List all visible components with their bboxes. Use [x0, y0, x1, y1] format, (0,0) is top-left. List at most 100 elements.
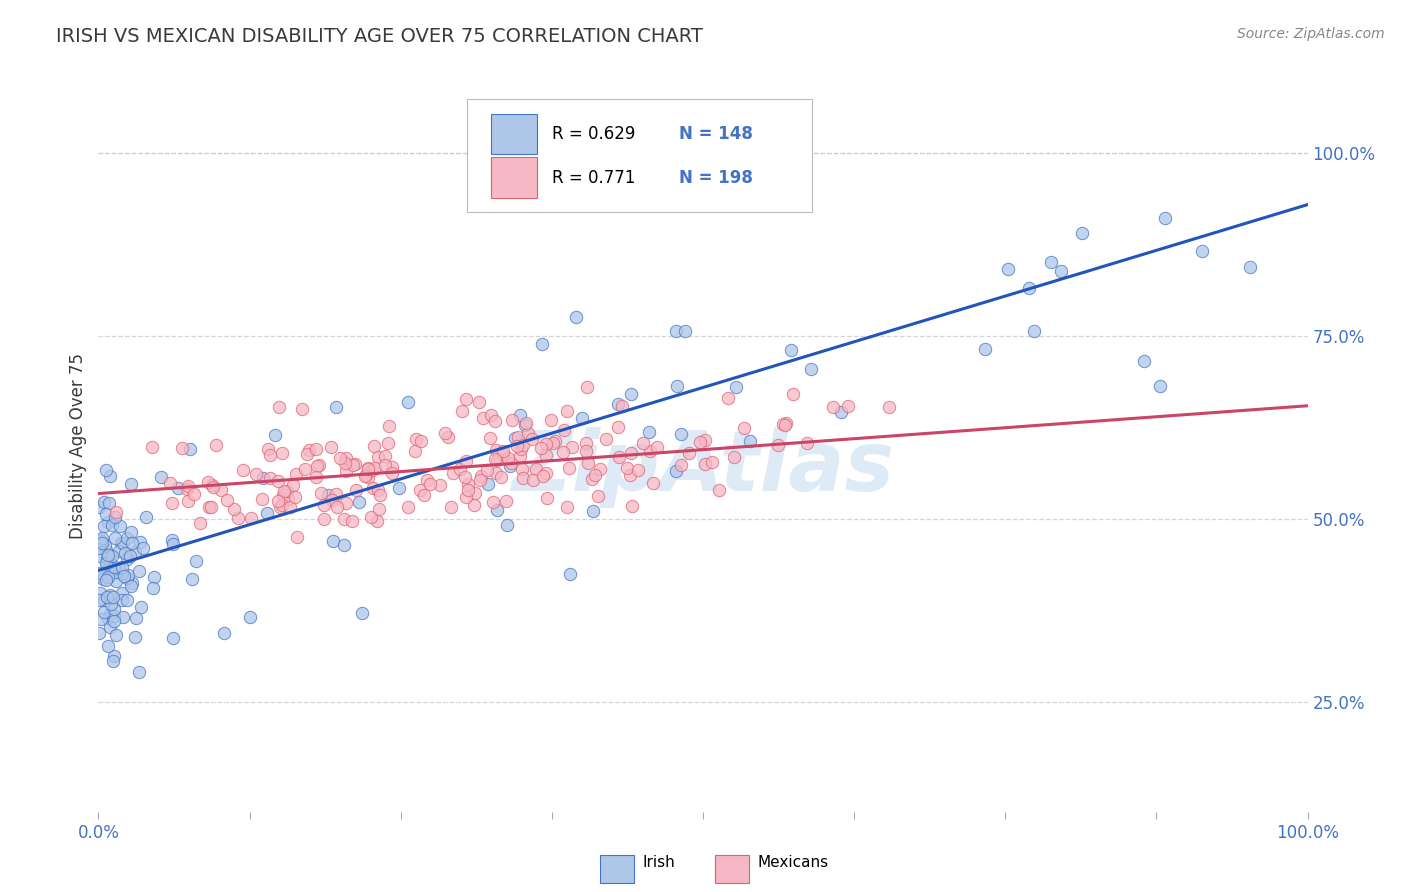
Point: [90, 534, 112, 549]
Point: [179, 442, 201, 457]
Point: [772, 417, 794, 432]
Point: [252, 471, 274, 485]
Point: [1154, 211, 1177, 226]
Point: [214, 626, 236, 640]
Point: [97, 569, 120, 583]
Y-axis label: Disability Age Over 75: Disability Age Over 75: [69, 353, 87, 539]
Point: [326, 500, 349, 515]
Point: [309, 486, 332, 500]
Point: [484, 414, 506, 428]
Point: [93, 605, 115, 619]
Point: [693, 434, 716, 448]
Point: [354, 469, 377, 483]
Point: [117, 552, 139, 566]
Point: [441, 466, 464, 480]
Point: [108, 560, 131, 574]
Point: [104, 628, 127, 642]
Point: [457, 483, 479, 497]
Point: [87, 500, 110, 514]
Point: [1040, 255, 1063, 269]
Point: [560, 566, 582, 581]
Point: [526, 461, 548, 475]
Point: [111, 592, 134, 607]
Point: [440, 500, 463, 514]
Point: [94, 574, 117, 588]
Point: [837, 399, 859, 413]
Point: [87, 569, 110, 583]
Point: [522, 473, 544, 487]
Point: [201, 477, 224, 491]
Point: [575, 435, 598, 450]
Point: [108, 543, 131, 558]
Point: [468, 395, 491, 409]
Point: [93, 518, 115, 533]
Point: [89, 549, 111, 564]
Point: [396, 500, 419, 514]
Point: [97, 611, 120, 625]
Point: [114, 546, 136, 560]
Point: [1071, 226, 1094, 240]
Point: [277, 492, 299, 507]
Point: [364, 461, 387, 475]
Point: [409, 434, 432, 449]
Point: [631, 436, 654, 450]
Point: [606, 420, 628, 434]
Point: [478, 431, 501, 445]
Point: [475, 463, 498, 477]
Point: [103, 609, 125, 624]
Point: [89, 586, 111, 600]
Point: [87, 593, 110, 607]
Point: [1018, 281, 1040, 295]
Point: [96, 551, 118, 566]
Point: [780, 343, 803, 357]
Point: [470, 473, 492, 487]
Point: [1191, 244, 1213, 259]
Point: [94, 463, 117, 477]
Point: [515, 417, 537, 431]
Point: [89, 533, 111, 547]
Point: [586, 489, 609, 503]
Point: [437, 430, 460, 444]
Point: [97, 559, 120, 574]
Point: [278, 500, 301, 515]
Point: [121, 536, 143, 550]
Point: [498, 450, 520, 465]
Point: [298, 443, 321, 458]
Point: [641, 476, 664, 491]
Point: [506, 430, 529, 444]
Point: [509, 408, 531, 422]
Point: [457, 476, 479, 491]
Point: [1149, 379, 1171, 393]
Point: [454, 490, 477, 504]
Point: [413, 488, 436, 502]
Point: [98, 619, 121, 633]
Point: [200, 500, 222, 514]
Point: [209, 483, 232, 497]
Point: [125, 611, 148, 625]
Point: [733, 421, 755, 435]
Point: [295, 447, 318, 461]
Point: [997, 262, 1019, 277]
Point: [305, 470, 328, 484]
Point: [492, 446, 515, 460]
Point: [181, 572, 204, 586]
Point: [484, 451, 506, 466]
Point: [534, 437, 557, 451]
Point: [512, 471, 534, 485]
Point: [620, 387, 643, 401]
Point: [665, 379, 688, 393]
Point: [517, 426, 540, 441]
Point: [197, 500, 219, 515]
Point: [176, 482, 198, 496]
Point: [120, 525, 142, 540]
Point: [267, 493, 290, 508]
Point: [673, 324, 696, 338]
Text: Source: ZipAtlas.com: Source: ZipAtlas.com: [1237, 27, 1385, 41]
Point: [103, 590, 125, 604]
Point: [170, 441, 193, 455]
FancyBboxPatch shape: [492, 158, 537, 198]
Point: [271, 446, 294, 460]
Point: [91, 531, 114, 545]
Point: [775, 416, 797, 430]
Point: [581, 472, 603, 486]
